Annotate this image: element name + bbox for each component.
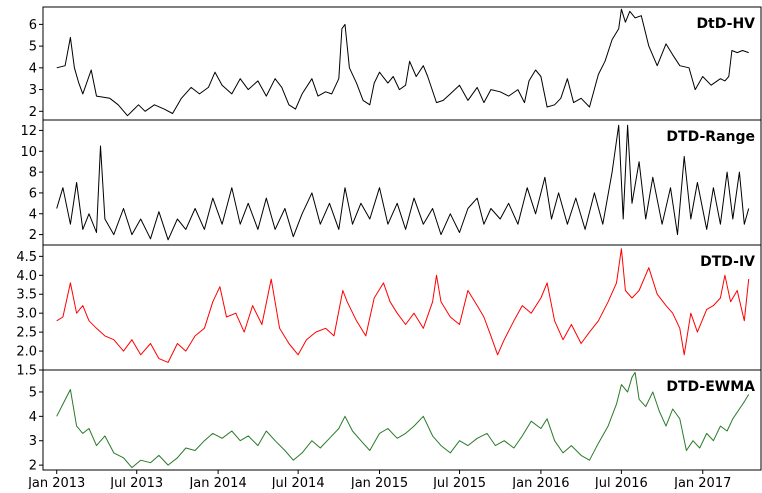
- dtd-iv-y-tick-label: 4.5: [16, 250, 37, 265]
- dtd-range-y-tick-label: 6: [29, 186, 37, 201]
- x-tick-label: Jul 2014: [271, 476, 325, 489]
- dtd-iv-y-tick-label: 3.0: [16, 307, 37, 322]
- dtd-iv-panel: 1.5 2.0 2.5 3.0 3.5 4.0 4.5 DTD-IV: [16, 244, 762, 379]
- x-tick-label: Jul 2015: [432, 476, 486, 489]
- dtd-iv-y-tick-label: 4.0: [16, 269, 37, 284]
- dtd-range-y-tick-label: 10: [20, 145, 37, 160]
- dtd-ewma-title: DTD-EWMA: [666, 379, 755, 395]
- x-tick-label: Jul 2013: [109, 476, 163, 489]
- dtd-iv-series-line: [56, 248, 750, 363]
- dtd-range-y-tick-label: 2: [29, 228, 37, 243]
- dtd-ewma-y-tick-label: 5: [29, 385, 37, 400]
- dtd-hv-y-tick-label: 3: [29, 83, 37, 98]
- x-axis: Jan 2013 Jul 2013 Jan 2014 Jul 2014 Jan 2015…: [27, 470, 731, 491]
- dtd-ewma-panel: 2 3 4 5 DTD-EWMA: [29, 369, 762, 474]
- x-tick-label: Jul 2016: [594, 476, 648, 489]
- dtd-hv-series-line: [56, 8, 749, 117]
- dtd-range-y-tick-label: 4: [29, 207, 37, 222]
- dtd-hv-y-tick-label: 2: [29, 105, 37, 120]
- dtd-ewma-frame: [42, 369, 762, 471]
- x-tick-label: Jan 2013: [27, 476, 85, 489]
- x-tick-label: Jan 2017: [673, 476, 731, 489]
- dtd-ewma-y-tick-label: 3: [29, 434, 37, 449]
- dtd-range-title: DTD-Range: [666, 129, 755, 145]
- dtd-iv-y-tick-label: 1.5: [16, 364, 37, 379]
- dtd-iv-title: DTD-IV: [700, 254, 755, 270]
- dtd-hv-y-tick-label: 6: [29, 18, 37, 33]
- dtd-range-frame: [42, 119, 762, 246]
- x-tick-label: Jan 2015: [350, 476, 408, 489]
- dtd-hv-y-tick-label: 5: [29, 40, 37, 55]
- dtd-iv-y-tick-label: 2.0: [16, 345, 37, 360]
- x-tick-label: Jan 2016: [511, 476, 569, 489]
- dtd-range-panel: 2 4 6 8 10 12 DTD-Range: [20, 119, 762, 246]
- dtd-ewma-series-line: [56, 371, 750, 469]
- dtd-ewma-y-tick-label: 2: [29, 459, 37, 474]
- dtd-range-y-tick-label: 8: [29, 166, 37, 181]
- dtd-hv-panel: 2 3 4 5 6 DtD-HV: [29, 6, 762, 121]
- dtd-iv-y-tick-label: 3.5: [16, 288, 37, 303]
- dtd-range-series-line: [56, 124, 750, 241]
- dtd-hv-y-tick-label: 4: [29, 61, 37, 76]
- dtd-hv-frame: [42, 6, 762, 121]
- x-tick-label: Jan 2014: [188, 476, 246, 489]
- dtd-ewma-y-tick-label: 4: [29, 410, 37, 425]
- dtd-hv-title: DtD-HV: [696, 16, 755, 32]
- dtd-range-y-tick-label: 12: [20, 124, 37, 139]
- dtd-iv-y-tick-label: 2.5: [16, 326, 37, 341]
- dtd-iv-frame: [42, 244, 762, 371]
